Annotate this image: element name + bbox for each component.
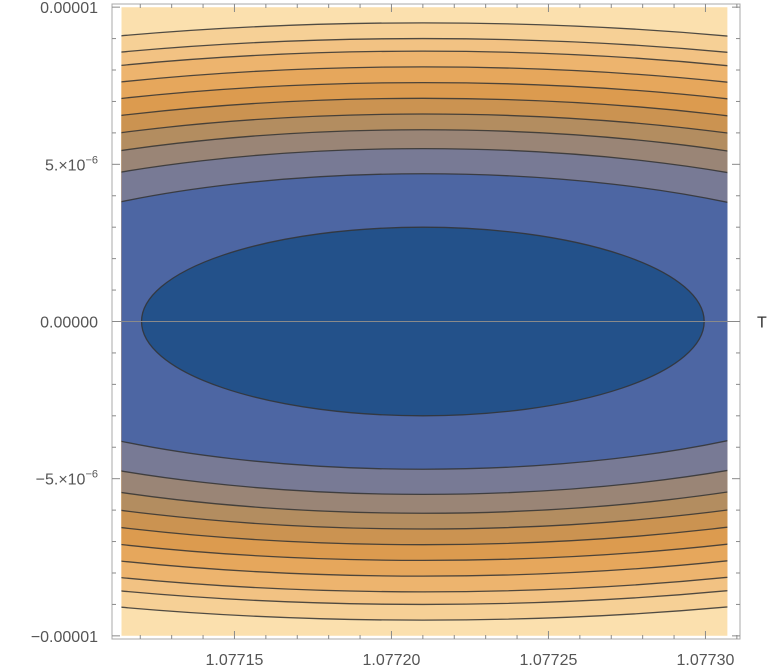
contour-line-5: [121, 97, 728, 546]
contour-line-3: [121, 129, 728, 514]
contour-line-10: [121, 22, 728, 621]
axis-ticks: [112, 4, 740, 639]
contour-line-8: [121, 50, 728, 593]
y-tick-label: −5.×10−6: [36, 469, 98, 489]
y-tick-label: 5.×10−6: [45, 154, 98, 174]
contour-line-2: [121, 148, 728, 495]
x-tick-label: 1.07715: [206, 652, 264, 669]
y-tick-label: 0.00001: [40, 0, 98, 17]
contour-line-1: [121, 173, 728, 470]
tick-labels: 1.07715 1.07720 1.07725 1.07730 0.00001 5.×10…: [31, 0, 735, 669]
x-axis-label: T: [757, 315, 767, 332]
contour-line-4: [121, 113, 728, 530]
contour-line-7: [121, 66, 728, 577]
y-tick-label: 0.00000: [40, 315, 98, 332]
contour-lines: [121, 22, 728, 621]
x-tick-label: 1.07720: [363, 652, 421, 669]
x-tick-label: 1.07725: [520, 652, 578, 669]
contour-line-9: [121, 38, 728, 605]
x-tick-label: 1.07730: [677, 652, 735, 669]
y-tick-label: −0.00001: [31, 629, 98, 646]
contour-line-6: [121, 82, 728, 561]
